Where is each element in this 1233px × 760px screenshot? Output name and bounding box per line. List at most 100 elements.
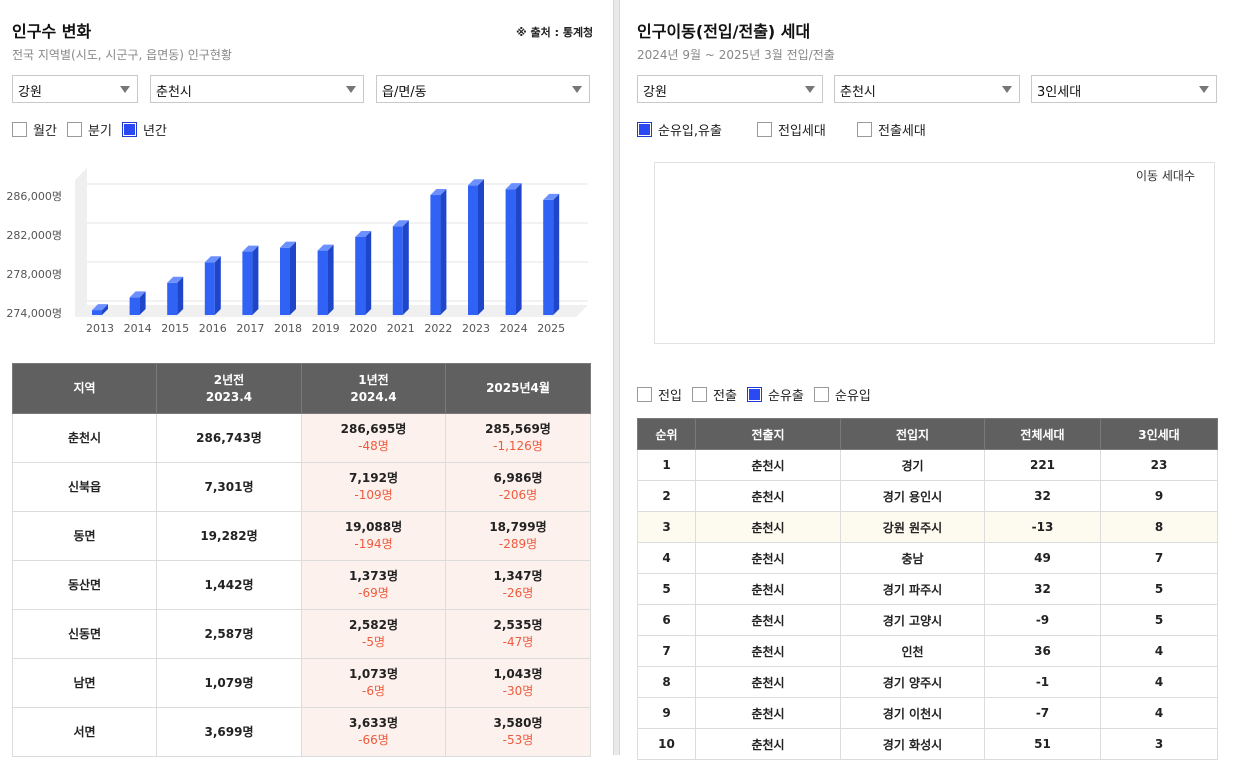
chart-y-axis: 274,000명 278,000명 282,000명 286,000명 <box>6 190 62 320</box>
chart-bar-top <box>505 183 522 190</box>
chart-y-tick-label: 278,000명 <box>6 268 62 281</box>
cell-value: 신동면 <box>67 626 102 641</box>
change-value: -53명 <box>502 733 534 747</box>
table-cell: 신북읍 <box>12 462 157 512</box>
direction-out-label: 전출 <box>713 389 737 404</box>
table-cell: 23 <box>1100 449 1218 481</box>
migration-province-select[interactable]: 강원 <box>637 75 823 103</box>
change-value: -26명 <box>502 586 534 600</box>
checkbox-icon <box>814 387 829 402</box>
population-table-body: 춘천시 286,743명 286,695명 -48명 285,569명 -1,126명 신북… <box>12 413 591 757</box>
change-value: -30명 <box>502 684 534 698</box>
direction-out-checkbox[interactable]: 전출 <box>692 385 737 404</box>
table-row: 9 춘천시 경기 이천시 -7 4 <box>637 697 1218 729</box>
cell-value: 2,582명 <box>349 618 398 632</box>
table-cell: 경기 파주시 <box>840 573 985 605</box>
province-select-value: 강원 <box>18 85 42 100</box>
chart-bar-side <box>290 241 296 315</box>
province-select[interactable]: 강원 <box>12 75 138 103</box>
cell-value: 3,633명 <box>349 716 398 730</box>
direction-in-checkbox[interactable]: 전입 <box>637 385 682 404</box>
table-cell: 경기 <box>840 449 985 481</box>
table-cell: 6,986명 -206명 <box>445 462 591 512</box>
chart-bar <box>355 230 372 315</box>
table-cell: 49 <box>984 542 1101 574</box>
period-monthly-checkbox[interactable]: 월간 <box>12 120 57 139</box>
panel-divider <box>613 0 620 755</box>
chart-x-tick-label: 2015 <box>161 322 189 335</box>
cell-value: 285,569명 <box>485 422 551 436</box>
change-value: -289명 <box>498 537 538 551</box>
table-cell: 경기 양주시 <box>840 666 985 698</box>
chart-y-tick-label: 286,000명 <box>6 190 62 203</box>
header-line1: 2025년4월 <box>486 381 550 395</box>
table-row: 7 춘천시 인천 36 4 <box>637 635 1218 667</box>
direction-netout-checkbox[interactable]: 순유출 <box>747 385 804 404</box>
migration-chart-label: 이동 세대수 <box>1135 169 1195 183</box>
chevron-down-icon <box>346 86 356 93</box>
table-cell: 2 <box>637 480 696 512</box>
chart-bar-front <box>543 199 554 315</box>
table-cell: 춘천시 <box>695 666 841 698</box>
direction-in-label: 전입 <box>658 389 682 404</box>
table-cell: 춘천시 <box>695 511 841 543</box>
direction-netin-checkbox[interactable]: 순유입 <box>814 385 871 404</box>
type-moveout-checkbox[interactable]: 전출세대 <box>857 120 926 139</box>
table-cell: 동면 <box>12 511 157 561</box>
table-cell: 286,695명 -48명 <box>301 413 446 463</box>
population-panel: 인구수 변화 ※ 출처 : 통계청 전국 지역별(시도, 시군구, 읍면동) 인… <box>0 0 612 757</box>
table-cell: 4 <box>1100 697 1218 729</box>
chart-bar <box>505 183 522 315</box>
table-cell: 춘천시 <box>695 449 841 481</box>
change-value: -6명 <box>361 684 385 698</box>
chart-x-tick-label: 2017 <box>236 322 264 335</box>
cell-value: 286,695명 <box>340 422 407 436</box>
type-net-checkbox[interactable]: 순유입,유출 <box>637 120 722 139</box>
chart-bar-side <box>252 245 259 315</box>
table-cell: 1,347명 -26명 <box>445 560 591 610</box>
household-select[interactable]: 3인세대 <box>1031 75 1217 103</box>
cell-value: 1,043명 <box>493 667 543 681</box>
cell-value: 2,587명 <box>204 626 254 641</box>
city-select[interactable]: 춘천시 <box>150 75 364 103</box>
chart-bars <box>92 179 560 315</box>
chart-bar-top <box>92 304 108 311</box>
cell-value: 춘천시 <box>67 430 102 445</box>
town-select[interactable]: 읍/면/동 <box>376 75 590 103</box>
header-line1: 지역 <box>73 381 96 395</box>
population-header-cell: 2년전 2023.4 <box>156 363 302 414</box>
chart-bar-side <box>214 256 221 315</box>
table-cell: 7 <box>637 635 696 667</box>
chart-bar <box>129 291 146 315</box>
period-yearly-checkbox[interactable]: 년간 <box>122 120 167 139</box>
migration-table-header: 순위 전출지 전입지 전체세대 3인세대 <box>637 418 1218 450</box>
population-table-header: 지역 2년전 2023.4 1년전 2024.4 2025년4월 <box>12 363 591 414</box>
change-value: -66명 <box>358 733 389 747</box>
checkbox-icon <box>12 122 27 137</box>
header-line2: 2023.4 <box>205 389 253 404</box>
table-cell: 32 <box>984 480 1101 512</box>
type-movein-checkbox[interactable]: 전입세대 <box>757 120 826 139</box>
cell-value: 1,347명 <box>493 569 543 583</box>
chart-bar-top <box>242 245 259 252</box>
table-row: 6 춘천시 경기 고양시 -9 5 <box>637 604 1218 636</box>
chart-bar-top <box>167 276 184 283</box>
table-cell: 춘천시 <box>695 573 841 605</box>
cell-value: 6,986명 <box>493 471 543 485</box>
table-cell: 춘천시 <box>695 480 841 512</box>
chart-bar-top <box>543 193 560 200</box>
table-cell: 충남 <box>840 542 985 574</box>
chart-bar-top <box>280 241 296 248</box>
chart-bar-top <box>430 189 447 196</box>
change-value: -69명 <box>358 586 389 600</box>
migration-city-select[interactable]: 춘천시 <box>834 75 1020 103</box>
table-cell: 5 <box>1100 573 1218 605</box>
change-value: -5명 <box>361 635 385 649</box>
period-quarterly-checkbox[interactable]: 분기 <box>67 120 112 139</box>
migration-header-cell: 전출지 <box>695 418 841 450</box>
header-line2: 2024.4 <box>350 389 397 404</box>
population-table: 지역 2년전 2023.4 1년전 2024.4 2025년4월 춘천시 286,743명 2… <box>12 363 591 757</box>
table-cell: 춘천시 <box>695 542 841 574</box>
chart-bar-top <box>392 220 409 227</box>
cell-value: 동면 <box>73 528 96 543</box>
